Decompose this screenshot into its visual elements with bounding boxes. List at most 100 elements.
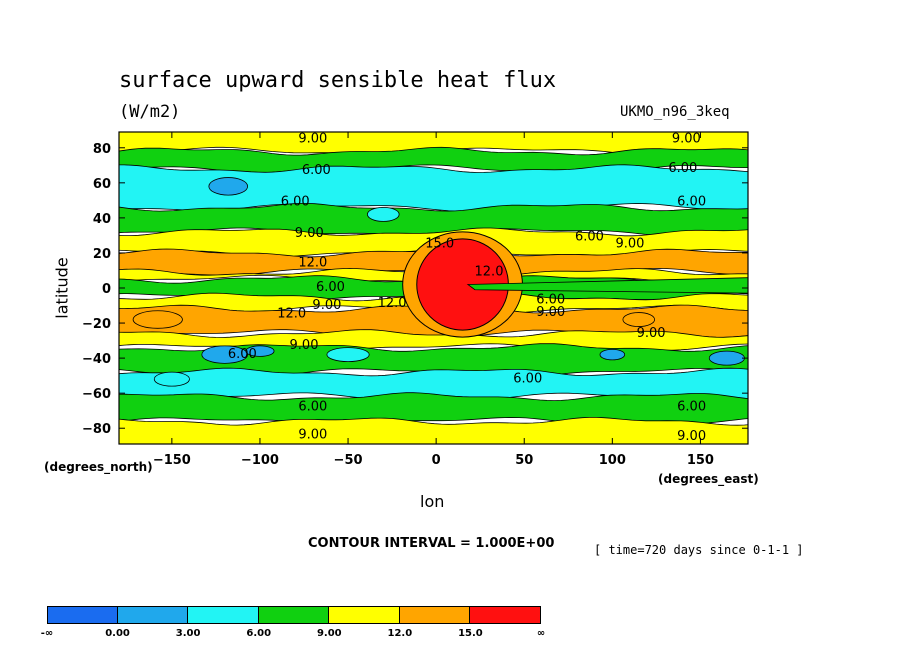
contour-label: 9.00	[295, 226, 324, 241]
contour-label-bg	[293, 225, 325, 238]
contour-label-bg	[297, 426, 329, 439]
contour-label-bg	[297, 130, 329, 143]
contour-label: 9.00	[312, 298, 341, 313]
contour-label: 9.00	[298, 131, 327, 146]
contour-interval: CONTOUR INTERVAL = 1.000E+00	[308, 536, 555, 551]
low-patch	[201, 345, 249, 364]
contour-label-bg	[314, 279, 346, 292]
x-tick-label: 50	[515, 453, 533, 468]
contour-band	[119, 367, 748, 402]
y-tick-label: 60	[93, 177, 111, 192]
contour-band	[119, 275, 748, 302]
y-tick-label: 20	[93, 247, 111, 262]
contour-label-bg	[424, 235, 456, 248]
contour-label: 9.00	[290, 338, 319, 353]
contour-label: 6.00	[677, 194, 706, 209]
colorbar-swatch	[470, 606, 541, 624]
low-patch	[599, 348, 626, 361]
y-tick-label: 0	[102, 282, 111, 297]
contour-label-bg	[276, 306, 308, 319]
contour-label: 12.0	[277, 307, 306, 322]
contour-label-bg	[667, 160, 699, 173]
contour-label-bg	[676, 428, 708, 441]
colorbar-label: -∞	[40, 628, 54, 639]
contour-band	[119, 392, 748, 426]
contour-label-bg	[226, 346, 258, 359]
contour-label-bg	[300, 162, 332, 175]
colorbar-label: ∞	[536, 628, 546, 639]
x-tick-label: −100	[241, 453, 279, 468]
contour-label-bg	[311, 297, 343, 310]
low-patch	[208, 177, 249, 196]
low-patch	[367, 206, 400, 222]
low-patch	[326, 347, 370, 363]
y-tick-label: 80	[93, 142, 111, 157]
plot-frame	[118, 131, 749, 445]
contour-band	[119, 304, 748, 339]
x-tick-label: 0	[432, 453, 441, 468]
y-tick-label: −60	[82, 387, 111, 402]
contour-label: 12.0	[298, 256, 327, 271]
contour-label: 6.00	[677, 399, 706, 414]
colorbar-swatch	[329, 606, 400, 624]
contour-label-bg	[573, 228, 605, 241]
x-tick-label: 150	[687, 453, 714, 468]
model-name: UKMO_n96_3keq	[620, 104, 730, 120]
colorbar-swatch	[258, 606, 330, 624]
y-axis-label: latitude	[52, 257, 72, 319]
colorbar	[47, 606, 541, 624]
y-tick-label: 40	[93, 212, 111, 227]
colorbar-swatch	[47, 606, 118, 624]
contour-label: 6.00	[228, 347, 257, 362]
contour-label-bg	[297, 255, 329, 268]
contour-label-bg	[288, 337, 320, 350]
colorbar-swatch	[188, 606, 259, 624]
colorbar-swatch	[117, 606, 189, 624]
contour-label: 6.00	[668, 161, 697, 176]
warm-patch	[132, 310, 183, 329]
contour-label: 12.0	[475, 264, 504, 279]
y-tick-label: −80	[82, 422, 111, 437]
contour-label: 6.00	[298, 399, 327, 414]
warm-patch	[622, 312, 656, 327]
contour-band	[119, 343, 748, 377]
colorbar-labels: -∞ 0.00 3.00 6.00 9.00 12.0 15.0 ∞	[0, 628, 904, 642]
contour-label-bg	[535, 304, 567, 317]
contour-band	[119, 146, 748, 174]
contour-label: 9.00	[672, 131, 701, 146]
contour-band	[119, 248, 748, 277]
colorbar-label: 3.00	[175, 628, 201, 639]
contour-label: 6.00	[302, 163, 331, 178]
x-axis-label: lon	[420, 492, 445, 511]
contour-label-bg	[635, 325, 667, 338]
contour-label: 15.0	[425, 236, 454, 251]
contour-label-bg	[376, 295, 408, 308]
contour-band	[119, 132, 748, 156]
max-region-outer	[402, 231, 523, 338]
contour-band	[119, 227, 748, 258]
x-tick-label: −150	[153, 453, 191, 468]
contour-label: 9.00	[677, 429, 706, 444]
contour-label: 9.00	[298, 427, 327, 442]
contour-label-bg	[676, 398, 708, 411]
contour-label: 6.00	[536, 293, 565, 308]
contour-label-bg	[614, 235, 646, 248]
time-note: [ time=720 days since 0-1-1 ]	[594, 543, 804, 557]
contour-label: 12.0	[378, 296, 407, 311]
contour-label-bg	[535, 292, 567, 305]
low-patch	[153, 371, 190, 387]
x-unit-note: (degrees_east)	[658, 472, 759, 486]
colorbar-label: 9.00	[316, 628, 342, 639]
contour-label: 6.00	[316, 280, 345, 295]
low-patch	[708, 350, 745, 366]
contour-label: 9.00	[536, 305, 565, 320]
max-region	[416, 238, 509, 331]
colorbar-label: 15.0	[458, 628, 483, 639]
colorbar-label: 12.0	[387, 628, 413, 639]
contour-label-bg	[670, 130, 702, 143]
y-tick-label: −20	[82, 317, 111, 332]
equatorial-tongue	[466, 277, 748, 294]
contour-band	[119, 267, 748, 284]
low-patch	[245, 345, 275, 357]
contour-band	[119, 202, 748, 237]
